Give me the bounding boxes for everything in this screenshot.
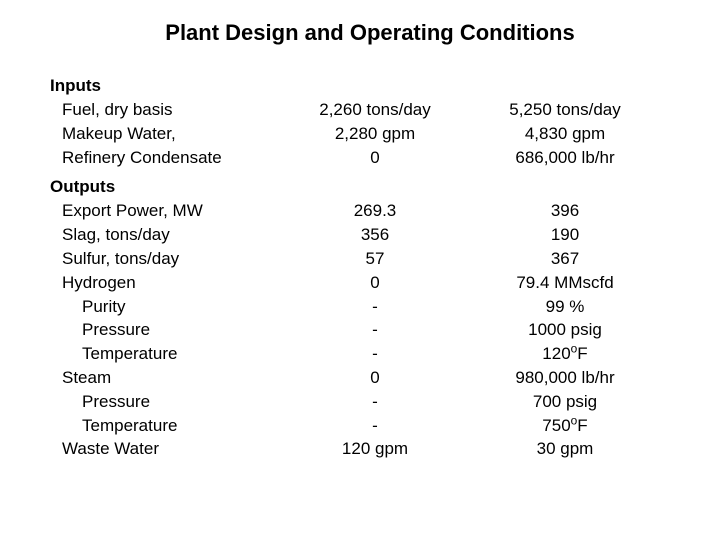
row-value-2: 750oF bbox=[470, 414, 660, 438]
row-label: Export Power, MW bbox=[50, 199, 280, 223]
row-value-2: 120oF bbox=[470, 342, 660, 366]
page-title: Plant Design and Operating Conditions bbox=[70, 20, 670, 46]
table-row: Pressure-700 psig bbox=[50, 390, 670, 414]
outputs-section: Outputs Export Power, MW269.3396Slag, to… bbox=[50, 177, 670, 461]
table-row: Fuel, dry basis2,260 tons/day5,250 tons/… bbox=[50, 98, 670, 122]
row-value-2: 1000 psig bbox=[470, 318, 660, 342]
table-row: Hydrogen079.4 MMscfd bbox=[50, 271, 670, 295]
table-row: Waste Water120 gpm30 gpm bbox=[50, 437, 670, 461]
row-value-1: 269.3 bbox=[280, 199, 470, 223]
table-row: Sulfur, tons/day57367 bbox=[50, 247, 670, 271]
table-row: Export Power, MW269.3396 bbox=[50, 199, 670, 223]
row-value-2: 980,000 lb/hr bbox=[470, 366, 660, 390]
row-value-1: 120 gpm bbox=[280, 437, 470, 461]
row-value-2: 396 bbox=[470, 199, 660, 223]
table-row: Temperature-750oF bbox=[50, 414, 670, 438]
row-label: Sulfur, tons/day bbox=[50, 247, 280, 271]
inputs-header: Inputs bbox=[50, 76, 670, 96]
row-value-2: 99 % bbox=[470, 295, 660, 319]
row-label: Pressure bbox=[50, 390, 280, 414]
row-value-1: - bbox=[280, 318, 470, 342]
table-row: Steam0980,000 lb/hr bbox=[50, 366, 670, 390]
outputs-rows: Export Power, MW269.3396Slag, tons/day35… bbox=[50, 199, 670, 461]
row-label: Purity bbox=[50, 295, 280, 319]
table-row: Refinery Condensate0686,000 lb/hr bbox=[50, 146, 670, 170]
row-label: Hydrogen bbox=[50, 271, 280, 295]
row-value-1: 57 bbox=[280, 247, 470, 271]
row-value-2: 79.4 MMscfd bbox=[470, 271, 660, 295]
row-value-2: 686,000 lb/hr bbox=[470, 146, 660, 170]
row-label: Refinery Condensate bbox=[50, 146, 280, 170]
row-label: Temperature bbox=[50, 414, 280, 438]
row-value-1: 2,260 tons/day bbox=[280, 98, 470, 122]
row-value-2: 700 psig bbox=[470, 390, 660, 414]
row-value-1: 356 bbox=[280, 223, 470, 247]
row-value-1: 0 bbox=[280, 146, 470, 170]
row-label: Slag, tons/day bbox=[50, 223, 280, 247]
table-row: Makeup Water,2,280 gpm4,830 gpm bbox=[50, 122, 670, 146]
row-value-1: 0 bbox=[280, 271, 470, 295]
row-label: Temperature bbox=[50, 342, 280, 366]
row-label: Pressure bbox=[50, 318, 280, 342]
row-value-1: 0 bbox=[280, 366, 470, 390]
table-row: Temperature-120oF bbox=[50, 342, 670, 366]
row-value-1: - bbox=[280, 295, 470, 319]
row-label: Makeup Water, bbox=[50, 122, 280, 146]
row-value-2: 30 gpm bbox=[470, 437, 660, 461]
inputs-section: Inputs Fuel, dry basis2,260 tons/day5,25… bbox=[50, 76, 670, 169]
row-value-2: 367 bbox=[470, 247, 660, 271]
outputs-header: Outputs bbox=[50, 177, 670, 197]
row-value-2: 4,830 gpm bbox=[470, 122, 660, 146]
row-value-1: 2,280 gpm bbox=[280, 122, 470, 146]
row-value-2: 190 bbox=[470, 223, 660, 247]
table-row: Slag, tons/day356190 bbox=[50, 223, 670, 247]
inputs-rows: Fuel, dry basis2,260 tons/day5,250 tons/… bbox=[50, 98, 670, 169]
table-row: Purity-99 % bbox=[50, 295, 670, 319]
row-value-1: - bbox=[280, 342, 470, 366]
row-label: Waste Water bbox=[50, 437, 280, 461]
row-value-2: 5,250 tons/day bbox=[470, 98, 660, 122]
row-value-1: - bbox=[280, 414, 470, 438]
row-label: Steam bbox=[50, 366, 280, 390]
row-value-1: - bbox=[280, 390, 470, 414]
row-label: Fuel, dry basis bbox=[50, 98, 280, 122]
table-row: Pressure-1000 psig bbox=[50, 318, 670, 342]
